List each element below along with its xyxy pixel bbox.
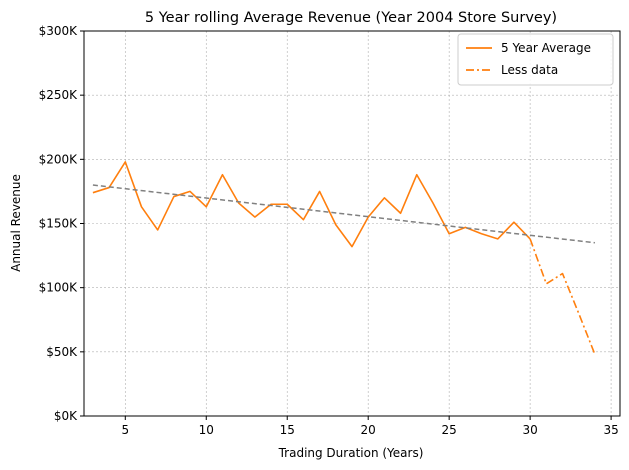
- trend-line: [92, 184, 595, 244]
- y-tick-label: $300K: [39, 24, 79, 38]
- y-tick-label: $200K: [39, 152, 79, 166]
- grid: [84, 30, 620, 417]
- legend-box: [457, 33, 614, 86]
- y-axis-label: Annual Revenue: [9, 174, 23, 272]
- x-axis-label: Trading Duration (Years): [278, 446, 424, 460]
- x-tick-label: 15: [280, 423, 295, 437]
- series-line-less-data: [529, 238, 596, 355]
- x-tick-label: 35: [603, 423, 618, 437]
- y-tick-label: $50K: [46, 345, 78, 359]
- legend-label-less-data: Less data: [501, 63, 558, 77]
- y-tick-label: $250K: [39, 88, 79, 102]
- y-tick-label: $100K: [39, 281, 79, 295]
- x-tick-label: 25: [442, 423, 457, 437]
- series-line-5-year-average: [92, 161, 531, 248]
- x-tick-label: 10: [199, 423, 214, 437]
- x-tick-label: 20: [361, 423, 376, 437]
- y-tick-label: $0K: [54, 409, 78, 423]
- y-tick-label: $150K: [39, 217, 79, 231]
- chart-title: 5 Year rolling Average Revenue (Year 200…: [145, 10, 557, 26]
- legend-label-5-year-average: 5 Year Average: [501, 41, 591, 55]
- series-layer: [92, 161, 596, 355]
- x-tick-label: 30: [522, 423, 537, 437]
- x-tick-label: 5: [121, 423, 129, 437]
- axis-ticks: 5 10 15 20 25 30 35 $0K $50K $100K $150K $200K $250K…: [39, 24, 619, 437]
- legend: 5 Year Average Less data: [457, 33, 614, 86]
